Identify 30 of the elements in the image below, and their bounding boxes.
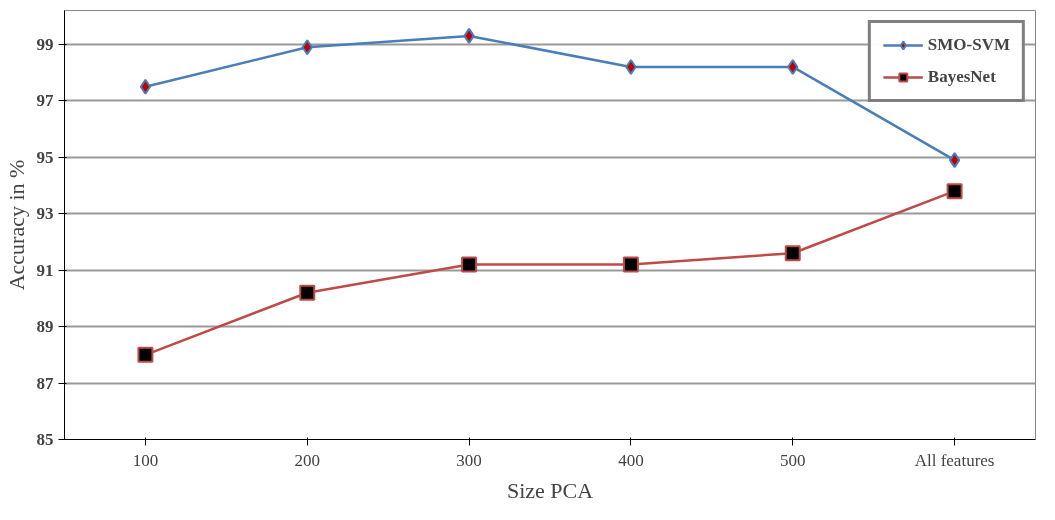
x-tick-label: 500 xyxy=(780,450,806,470)
x-tick-label: 300 xyxy=(456,450,482,470)
y-tick-label: 87 xyxy=(36,373,54,393)
x-tick-label: 100 xyxy=(132,450,159,470)
point xyxy=(139,78,152,95)
y-axis-title: Accuracy in % xyxy=(3,159,29,291)
point xyxy=(622,256,639,273)
y-tick-label: 97 xyxy=(36,91,54,111)
point xyxy=(784,245,801,262)
legend-label: SMO-SVM xyxy=(927,35,1010,55)
legend-label: BayesNet xyxy=(927,67,996,87)
point xyxy=(463,27,475,44)
x-tick-label: 400 xyxy=(618,450,644,470)
x-axis-title: Size PCA xyxy=(506,477,594,503)
point xyxy=(787,58,799,75)
point xyxy=(299,284,316,301)
y-tick-label: 85 xyxy=(36,430,54,449)
point xyxy=(137,346,154,363)
point xyxy=(625,58,637,75)
point xyxy=(948,152,961,169)
y-tick-label: 93 xyxy=(36,204,54,224)
y-tick-label: 91 xyxy=(36,260,54,280)
y-tick-label: 99 xyxy=(36,34,54,54)
point xyxy=(301,39,313,56)
x-tick-label: 200 xyxy=(294,450,320,470)
x-tick-label: All features xyxy=(914,450,995,470)
y-tick-label: 89 xyxy=(36,317,54,337)
y-tick-label: 95 xyxy=(36,147,54,167)
point xyxy=(461,256,478,273)
point xyxy=(946,183,963,200)
